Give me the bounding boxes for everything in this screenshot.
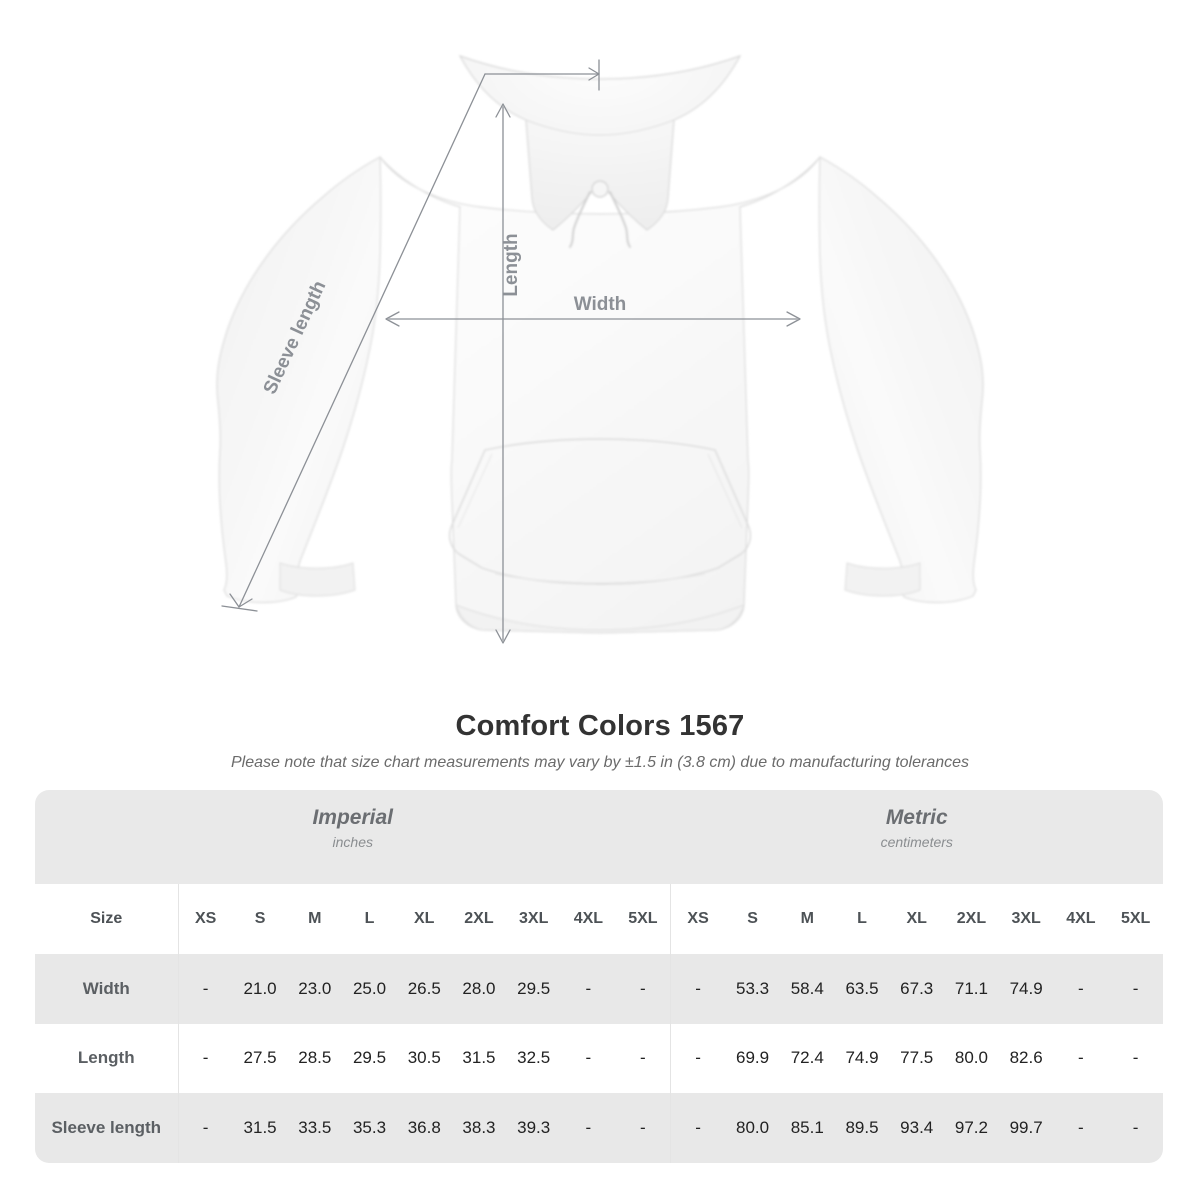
svg-text:Length: Length <box>501 233 522 296</box>
svg-text:Width: Width <box>574 294 627 315</box>
